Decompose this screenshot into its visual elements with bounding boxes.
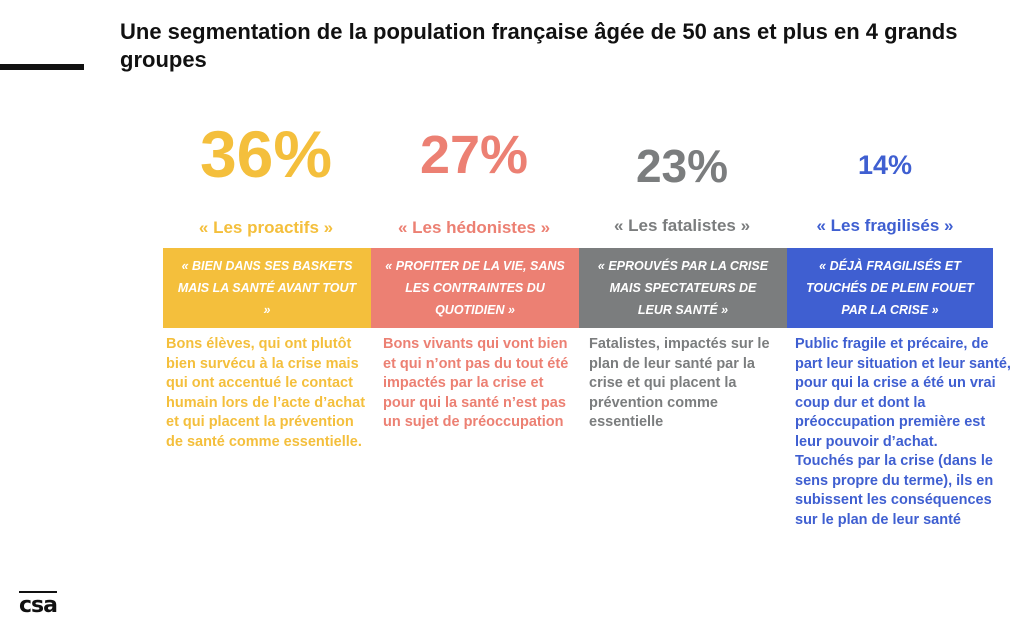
segment-description-proactifs: Bons élèves, qui ont plutôt bien survécu…	[166, 335, 368, 452]
csa-logo: csa	[19, 593, 58, 618]
segment-percent-proactifs: 36%	[199, 117, 333, 191]
segment-percent-fatalistes: 23%	[635, 140, 729, 192]
segment-name-proactifs: « Les proactifs »	[198, 218, 334, 237]
segment-tagline-fragilises: « Déjà fragilisés et touchés de plein fo…	[787, 248, 993, 328]
description-paragraph: Bons élèves, qui ont plutôt bien survécu…	[166, 336, 366, 450]
page-title: Une segmentation de la population frança…	[120, 19, 958, 72]
description-paragraph: Fatalistes, impactés sur le plan de leur…	[589, 336, 770, 430]
description-paragraph: Public fragile et précaire, de part leur…	[795, 336, 1011, 450]
segment-percent-fragilises: 14%	[857, 150, 913, 180]
segment-description-hedonistes: Bons vivants qui vont bien et qui n’ont …	[383, 335, 573, 433]
segment-percent-hedonistes: 27%	[419, 125, 529, 185]
segment-tagline-fatalistes: « Eprouvés par la crise mais spectateurs…	[579, 248, 787, 328]
segment-tagline-hedonistes: « Profiter de la vie, sans les contraint…	[371, 248, 579, 328]
segment-name-fragilises: « Les fragilisés »	[816, 216, 954, 235]
segment-description-fatalistes: Fatalistes, impactés sur le plan de leur…	[589, 335, 779, 433]
segment-name-hedonistes: « Les hédonistes »	[397, 218, 551, 237]
accent-bar	[0, 64, 84, 70]
description-paragraph: Touchés par la crise (dans le sens propr…	[795, 453, 994, 528]
description-paragraph: Bons vivants qui vont bien et qui n’ont …	[383, 336, 569, 430]
segment-description-fragilises: Public fragile et précaire, de part leur…	[795, 335, 1013, 530]
segment-tagline-proactifs: « Bien dans ses baskets mais la santé av…	[163, 248, 371, 328]
segment-name-fatalistes: « Les fatalistes »	[613, 216, 751, 235]
